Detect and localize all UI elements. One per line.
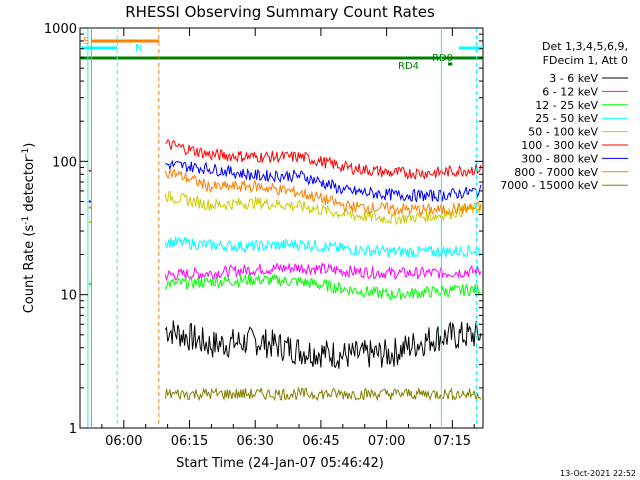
series-line: [164, 386, 482, 402]
plot-frame: [79, 27, 484, 429]
series-line: [165, 273, 482, 301]
night-flag-label: N: [135, 43, 142, 54]
legend-header-decimation: FDecim 1, Att 0: [543, 54, 628, 67]
legend-label: 300 - 800 keV: [521, 152, 598, 165]
legend: Det 1,3,4,5,6,9, FDecim 1, Att 0 3 - 6 k…: [500, 40, 628, 192]
y-axis-label: Count Rate (s-1 detector-1): [21, 143, 37, 314]
y-tick-label: 1000: [44, 22, 77, 37]
legend-label: 7000 - 15000 keV: [500, 179, 598, 192]
legend-label: 3 - 6 keV: [549, 72, 598, 85]
y-tick-label: 1: [69, 422, 77, 437]
series-line: [164, 190, 482, 226]
x-tick-label: 07:00: [368, 434, 405, 449]
flag-layer: S N RD0 RD4: [80, 28, 483, 428]
series-line: [164, 236, 482, 259]
plot-area: [79, 27, 484, 429]
rd4-flag-label: RD4: [398, 61, 419, 72]
data-layer: [88, 139, 482, 402]
legend-label: 6 - 12 keV: [542, 85, 598, 98]
legend-label: 12 - 25 keV: [535, 99, 598, 112]
legend-header-detectors: Det 1,3,4,5,6,9,: [542, 40, 628, 53]
series-line: [164, 261, 482, 282]
series-line: [164, 320, 482, 369]
saa-flag-label: S: [83, 36, 89, 47]
y-tick-label: 10: [60, 289, 77, 304]
series-line: [165, 139, 482, 180]
chart-title: RHESSI Observing Summary Count Rates: [125, 3, 435, 21]
x-tick-label: 06:45: [302, 434, 339, 449]
x-tick-label: 06:00: [105, 434, 142, 449]
x-axis-label: Start Time (24-Jan-07 05:46:42): [176, 456, 384, 471]
timestamp: 13-Oct-2021 22:52: [560, 469, 636, 478]
legend-label: 50 - 100 keV: [528, 126, 598, 139]
x-tick-label: 06:15: [171, 434, 208, 449]
legend-label: 800 - 7000 keV: [514, 166, 598, 179]
series-line: [164, 168, 482, 217]
series-line: [165, 159, 482, 203]
x-tick-label: 07:15: [434, 434, 471, 449]
legend-label: 25 - 50 keV: [535, 112, 598, 125]
legend-label: 100 - 300 keV: [521, 139, 598, 152]
y-tick-label: 100: [52, 155, 77, 170]
axis-layer: 06:00 06:15 06:30 06:45 07:00 07:15 1 10 100 1000: [44, 22, 483, 449]
x-tick-label: 06:30: [236, 434, 273, 449]
